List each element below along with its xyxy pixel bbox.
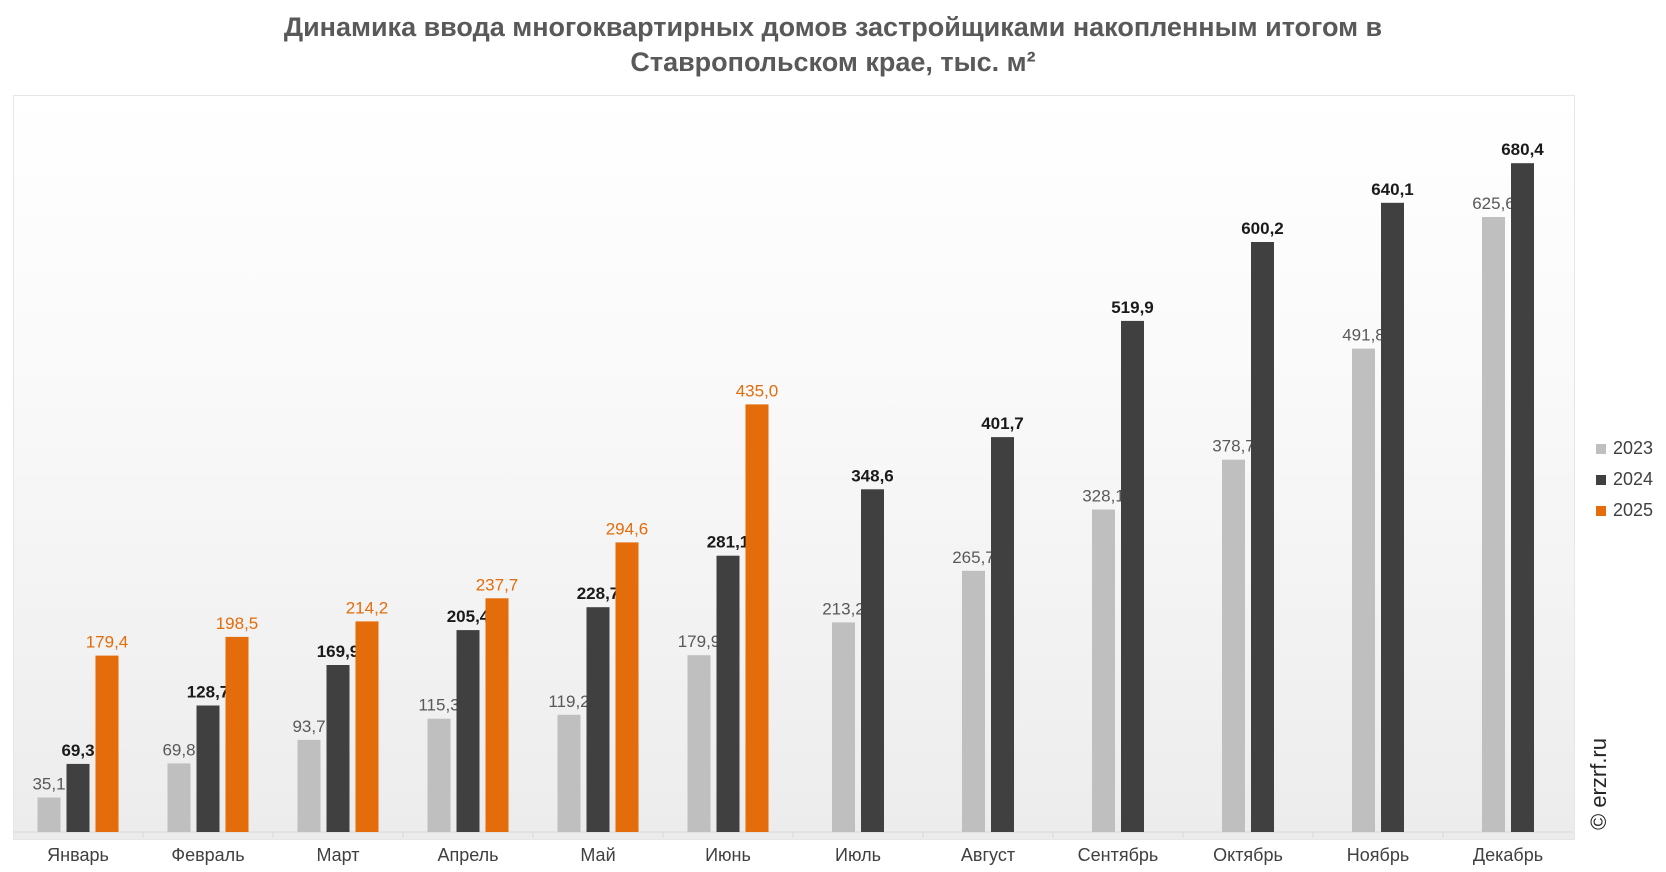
data-label-2023-11: 491,8 bbox=[1342, 326, 1385, 345]
data-label-2024-9: 519,9 bbox=[1111, 298, 1154, 317]
bar-2023-11 bbox=[1352, 348, 1375, 832]
legend-label-2024: 2024 bbox=[1613, 469, 1654, 489]
x-tick-label-11: Ноябрь bbox=[1347, 845, 1409, 865]
data-label-2024-1: 69,3 bbox=[61, 741, 94, 760]
data-label-2023-10: 378,7 bbox=[1212, 437, 1255, 456]
x-tick-label-12: Декабрь bbox=[1473, 845, 1543, 865]
data-label-2024-8: 401,7 bbox=[981, 414, 1024, 433]
data-label-2023-2: 69,8 bbox=[162, 740, 195, 759]
bar-2024-4 bbox=[456, 630, 480, 832]
bar-2023-5 bbox=[557, 714, 581, 832]
bar-2023-7 bbox=[832, 622, 855, 832]
bar-2025-1 bbox=[95, 655, 119, 832]
bar-2025-5 bbox=[615, 542, 639, 832]
data-label-2024-2: 128,7 bbox=[187, 683, 230, 702]
bar-2023-9 bbox=[1092, 509, 1115, 832]
legend-swatch-2023 bbox=[1596, 443, 1606, 454]
bar-2023-3 bbox=[297, 739, 321, 832]
data-label-2025-4: 237,7 bbox=[476, 575, 519, 594]
chart-title: Динамика ввода многоквартирных домов зас… bbox=[0, 10, 1666, 80]
data-label-2025-5: 294,6 bbox=[606, 519, 649, 538]
bar-2024-10 bbox=[1251, 242, 1274, 832]
chart-title-line-2: Ставропольском крае, тыс. м² bbox=[630, 47, 1036, 77]
data-label-2023-1: 35,1 bbox=[32, 775, 65, 794]
x-tick-label-5: Май bbox=[580, 845, 615, 865]
bar-2023-2 bbox=[167, 763, 191, 832]
x-tick-label-3: Март bbox=[316, 845, 359, 865]
bar-2024-5 bbox=[586, 607, 610, 832]
data-label-2024-12: 680,4 bbox=[1501, 140, 1544, 159]
data-label-2023-12: 625,6 bbox=[1472, 194, 1515, 213]
data-label-2025-3: 214,2 bbox=[346, 598, 389, 617]
bar-2023-10 bbox=[1222, 459, 1245, 832]
bar-2025-2 bbox=[225, 636, 249, 832]
x-tick-label-9: Сентябрь bbox=[1078, 845, 1159, 865]
legend-label-2023: 2023 bbox=[1613, 438, 1654, 458]
bar-2024-2 bbox=[196, 705, 220, 832]
x-tick-label-7: Июль bbox=[835, 845, 881, 865]
legend: 2023 2024 2025 bbox=[1596, 433, 1653, 526]
bar-2023-4 bbox=[427, 718, 451, 832]
bar-2025-4 bbox=[485, 598, 509, 832]
data-label-2024-7: 348,6 bbox=[851, 466, 894, 485]
data-label-2023-6: 179,9 bbox=[678, 632, 721, 651]
data-label-2024-11: 640,1 bbox=[1371, 180, 1414, 199]
legend-item-2023: 2023 bbox=[1596, 433, 1653, 464]
legend-item-2025: 2025 bbox=[1596, 495, 1653, 526]
data-label-2024-6: 281,1 bbox=[707, 533, 750, 552]
bar-2025-6 bbox=[745, 404, 769, 832]
bar-2023-1 bbox=[37, 797, 61, 832]
bar-2024-6 bbox=[716, 555, 740, 832]
data-label-2023-8: 265,7 bbox=[952, 548, 995, 567]
legend-label-2025: 2025 bbox=[1613, 500, 1654, 520]
data-label-2025-6: 435,0 bbox=[736, 381, 779, 400]
bar-2023-12 bbox=[1482, 217, 1505, 832]
data-label-2023-7: 213,2 bbox=[822, 599, 865, 618]
bar-2023-6 bbox=[687, 655, 711, 832]
x-tick-label-4: Апрель bbox=[437, 845, 498, 865]
legend-swatch-2025 bbox=[1596, 505, 1606, 516]
plot-area bbox=[13, 95, 1575, 840]
data-label-2023-5: 119,2 bbox=[548, 692, 589, 711]
bar-2024-9 bbox=[1121, 320, 1144, 832]
data-label-2024-4: 205,4 bbox=[447, 607, 490, 626]
legend-swatch-2024 bbox=[1596, 474, 1606, 485]
data-label-2023-3: 93,7 bbox=[292, 717, 325, 736]
bar-2024-3 bbox=[326, 665, 350, 832]
bar-2024-7 bbox=[861, 489, 884, 832]
legend-item-2024: 2024 bbox=[1596, 464, 1653, 495]
x-tick-label-2: Февраль bbox=[171, 845, 244, 865]
data-label-2025-1: 179,4 bbox=[86, 633, 129, 652]
data-label-2024-5: 228,7 bbox=[577, 584, 620, 603]
chart-title-line-1: Динамика ввода многоквартирных домов зас… bbox=[283, 12, 1383, 42]
data-label-2025-2: 198,5 bbox=[216, 614, 259, 633]
bar-2024-1 bbox=[66, 763, 90, 832]
x-tick-label-8: Август bbox=[961, 845, 1015, 865]
x-tick-label-1: Январь bbox=[47, 845, 109, 865]
data-label-2024-10: 600,2 bbox=[1241, 219, 1284, 238]
bar-2025-3 bbox=[355, 621, 379, 832]
bar-2024-8 bbox=[991, 437, 1014, 832]
data-label-2024-3: 169,9 bbox=[317, 642, 360, 661]
x-tick-label-6: Июнь bbox=[705, 845, 751, 865]
data-label-2023-9: 328,1 bbox=[1082, 487, 1125, 506]
bar-2024-12 bbox=[1511, 163, 1534, 832]
x-tick-label-10: Октябрь bbox=[1213, 845, 1283, 865]
bar-2024-11 bbox=[1381, 202, 1404, 833]
bar-2023-8 bbox=[962, 570, 985, 832]
data-label-2023-4: 115,3 bbox=[418, 696, 459, 715]
watermark-text: © erzrf.ru bbox=[1586, 738, 1611, 830]
